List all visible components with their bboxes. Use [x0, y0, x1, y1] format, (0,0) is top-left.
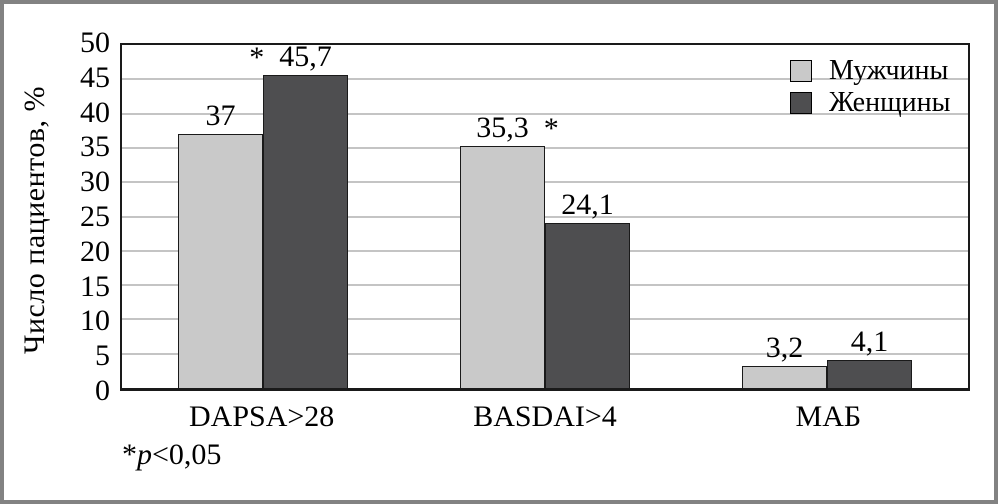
- bar-group-DAPSA>28: 37 45,7 *: [122, 41, 404, 388]
- y-tick-label-20: 20: [80, 234, 110, 268]
- legend-swatch: [790, 60, 812, 82]
- footnote-threshold: <0,05: [152, 438, 222, 471]
- value-label-Мужчины-DAPSA>28: 37: [205, 99, 236, 133]
- plot-area: 37 45,7 * 35,3 * 24,1 3,2 4,1: [120, 41, 970, 391]
- x-category-label-BASDAI>4: BASDAI>4: [473, 400, 617, 433]
- bar-Мужчины-BASDAI>4: 35,3 *: [460, 112, 559, 388]
- footnote-star: *: [122, 438, 137, 471]
- bar-Мужчины-DAPSA>28: 37: [178, 101, 263, 388]
- y-tick-label-15: 15: [80, 269, 110, 303]
- value-label-Мужчины-МАБ: 3,2: [765, 331, 804, 365]
- bar-Женщины-BASDAI>4: 24,1: [545, 189, 630, 388]
- x-category-label-DAPSA>28: DAPSA>28: [189, 400, 335, 433]
- y-tick-label-25: 25: [80, 200, 110, 233]
- value-label-Женщины-BASDAI>4: 24,1: [561, 187, 614, 221]
- y-tick-label-50: 50: [80, 26, 110, 59]
- y-tick-label-45: 45: [80, 60, 110, 94]
- y-tick-label-35: 35: [80, 130, 110, 164]
- gridline-35: [122, 146, 968, 149]
- value-label-Женщины-МАБ: 4,1: [850, 324, 889, 358]
- y-tick-label-10: 10: [80, 304, 110, 338]
- legend-item-Мужчины: Мужчины: [790, 56, 950, 86]
- x-category-label-МАБ: МАБ: [795, 400, 862, 433]
- gridline-40: [122, 112, 968, 115]
- y-tick-label-40: 40: [80, 95, 110, 129]
- legend-label: Мужчины: [829, 55, 949, 86]
- legend-label: Женщины: [829, 87, 951, 118]
- legend-item-Женщины: Женщины: [790, 88, 950, 118]
- bar-Женщины-DAPSA>28: 45,7 *: [249, 41, 348, 388]
- bar-Мужчины-МАБ: 3,2: [742, 333, 827, 388]
- y-axis-tick-labels: 0 5 10 15 20 25 30 35 40 45 50: [4, 28, 110, 406]
- significance-asterisk: *: [249, 40, 265, 74]
- bar-group-BASDAI>4: 35,3 * 24,1: [404, 45, 686, 388]
- bar-Женщины-МАБ: 4,1: [827, 326, 912, 388]
- legend-swatch: [790, 92, 812, 114]
- footnote: *p<0,05: [122, 440, 221, 470]
- y-tick-label-5: 5: [95, 339, 110, 373]
- bar-groups: 37 45,7 * 35,3 * 24,1 3,2 4,1: [122, 41, 968, 388]
- footnote-p-symbol: p: [137, 438, 152, 471]
- gridline-30: [122, 181, 968, 184]
- gridline-45: [122, 78, 968, 81]
- x-axis-labels: DAPSA>28 BASDAI>4 МАБ: [120, 400, 970, 433]
- y-tick-label-0: 0: [95, 374, 110, 407]
- bar-group-МАБ: 3,2 4,1: [686, 45, 968, 388]
- legend: Мужчины Женщины: [790, 56, 950, 120]
- significance-asterisk: *: [543, 111, 559, 145]
- y-tick-label-30: 30: [80, 165, 110, 199]
- value-label-Женщины-DAPSA>28: 45,7 *: [249, 39, 332, 74]
- gridline-25: [122, 215, 968, 218]
- value-label-Мужчины-BASDAI>4: 35,3 *: [476, 110, 559, 145]
